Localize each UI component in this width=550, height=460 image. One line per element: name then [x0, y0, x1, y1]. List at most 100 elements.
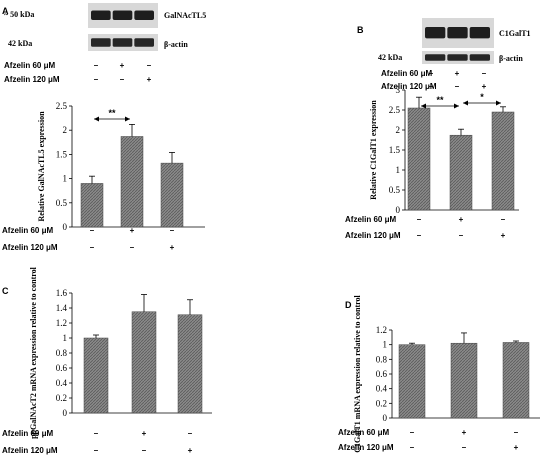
condition-mark: –	[142, 446, 147, 455]
treatment-label: Afzelin 120 μM	[2, 446, 58, 455]
blot-condition-mark: –	[120, 75, 125, 84]
y-axis-label: C1GalT1 mRNA expression relative to cont…	[353, 294, 362, 452]
blot-treatment-label: Afzelin 120 μM	[381, 82, 437, 91]
condition-mark: +	[501, 231, 506, 240]
blot-condition-mark: –	[429, 69, 434, 78]
y-tick-label: 0.8	[56, 348, 68, 358]
blot-target-band	[134, 10, 154, 20]
blot-condition-mark: +	[120, 61, 125, 70]
blot-control-band	[91, 38, 111, 47]
y-tick-label: 0.2	[56, 393, 67, 403]
condition-mark: –	[514, 428, 519, 437]
panel-letter: B	[357, 25, 364, 35]
condition-mark: –	[188, 429, 193, 438]
y-tick-label: 0	[396, 205, 401, 215]
treatment-label: Afzelin 60 μM	[338, 428, 389, 437]
y-tick-label: 0	[63, 408, 68, 418]
panel-letter: D	[345, 300, 352, 310]
blot-condition-mark: –	[482, 69, 487, 78]
y-tick-label: 0.4	[56, 378, 68, 388]
blot-target-band	[91, 10, 111, 20]
significance-arrow	[496, 100, 501, 106]
condition-mark: –	[501, 215, 506, 224]
y-tick-label: 0.6	[56, 363, 68, 373]
y-tick-label: 0.5	[56, 198, 68, 208]
y-tick-label: 0	[63, 222, 68, 232]
condition-mark: –	[130, 243, 135, 252]
significance-arrow	[421, 103, 426, 109]
blot-target-band	[112, 10, 133, 20]
blot-target-label: C1GalT1	[499, 29, 531, 38]
treatment-label: Afzelin 120 μM	[2, 243, 58, 252]
condition-mark: +	[130, 226, 135, 235]
blot-control-band	[134, 38, 154, 47]
treatment-label: Afzelin 120 μM	[338, 443, 394, 452]
condition-mark: –	[410, 428, 415, 437]
blot-condition-mark: –	[455, 82, 460, 91]
bar	[80, 183, 104, 228]
blot-control-band	[447, 54, 468, 61]
y-tick-label: 1	[383, 340, 388, 350]
panel-letter: C	[2, 286, 9, 296]
condition-mark: +	[142, 429, 147, 438]
y-tick-label: 0.2	[376, 398, 387, 408]
y-tick-label: 1	[396, 165, 401, 175]
blot-control-band	[469, 54, 490, 61]
bar	[160, 162, 184, 228]
y-axis-label: ppGalNAcT2 mRNA expression relative to c…	[29, 266, 38, 439]
blot-condition-mark: +	[147, 75, 152, 84]
bar	[131, 311, 157, 414]
treatment-label: Afzelin 120 μM	[345, 231, 401, 240]
significance-arrow	[454, 103, 459, 109]
condition-mark: +	[188, 446, 193, 455]
blot-target-size: ~ 50 kDa	[4, 10, 34, 19]
blot-condition-mark: –	[147, 61, 152, 70]
y-tick-label: 1.2	[376, 325, 387, 335]
blot-target-band	[425, 27, 446, 39]
bar	[177, 314, 203, 414]
y-tick-label: 0.4	[376, 384, 388, 394]
y-tick-label: 0.8	[376, 354, 388, 364]
condition-mark: –	[410, 443, 415, 452]
blot-condition-mark: –	[429, 82, 434, 91]
condition-mark: –	[94, 446, 99, 455]
y-tick-label: 2.5	[56, 101, 68, 111]
blot-control-label: β-actin	[499, 54, 523, 63]
y-tick-label: 2.5	[389, 105, 401, 115]
y-tick-label: 1.5	[389, 145, 401, 155]
y-tick-label: 1.2	[56, 318, 67, 328]
condition-mark: –	[462, 443, 467, 452]
blot-condition-mark: +	[455, 69, 460, 78]
blot-target-band	[447, 27, 468, 39]
condition-mark: –	[417, 215, 422, 224]
y-tick-label: 0.6	[376, 369, 388, 379]
panel-c: C 0 0.2 0.4 0.6 0.8 1 1.2 1.4 1.6 ppGalNAcT2 mRNA …	[2, 266, 212, 455]
bar	[449, 134, 473, 211]
y-tick-label: 2	[63, 125, 68, 135]
condition-mark: +	[459, 215, 464, 224]
y-tick-label: 1.5	[56, 149, 68, 159]
condition-mark: –	[90, 226, 95, 235]
blot-control-size: 42 kDa	[8, 39, 32, 48]
condition-mark: +	[514, 443, 519, 452]
panel-a: A~ 50 kDa 42 kDa GalNAcTL5 β-actin Afzelin 6…	[2, 3, 206, 252]
y-axis-label: Relative C1GalT1 expression	[369, 100, 378, 200]
blot-control-band	[112, 38, 133, 47]
condition-mark: –	[170, 226, 175, 235]
blot-treatment-label: Afzelin 60 μM	[381, 69, 432, 78]
significance-arrow	[463, 100, 468, 106]
condition-mark: +	[462, 428, 467, 437]
y-tick-label: 1.4	[56, 303, 68, 313]
condition-mark: –	[90, 243, 95, 252]
blot-control-label: β-actin	[164, 40, 188, 49]
y-tick-label: 3	[396, 85, 401, 95]
panel-d: D 0 0.2 0.4 0.6 0.8 1 1.2 C1GalT1 mRNA expressio…	[338, 294, 540, 453]
bar	[120, 136, 144, 228]
y-tick-label: 1.6	[56, 288, 68, 298]
y-tick-label: 1	[63, 333, 68, 343]
treatment-label: Afzelin 60 μM	[2, 429, 53, 438]
y-tick-label: 1	[63, 174, 68, 184]
y-axis-label: Relative GalNAcTL5 expression	[37, 111, 46, 222]
